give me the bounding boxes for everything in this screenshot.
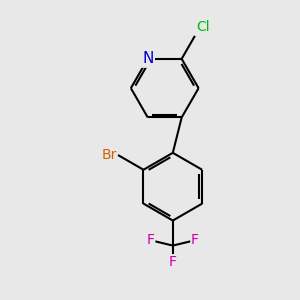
Text: F: F xyxy=(147,233,155,247)
Text: Br: Br xyxy=(101,148,116,162)
Text: F: F xyxy=(191,233,199,247)
Text: F: F xyxy=(169,255,177,269)
Text: N: N xyxy=(142,51,154,66)
Text: Cl: Cl xyxy=(196,20,210,34)
